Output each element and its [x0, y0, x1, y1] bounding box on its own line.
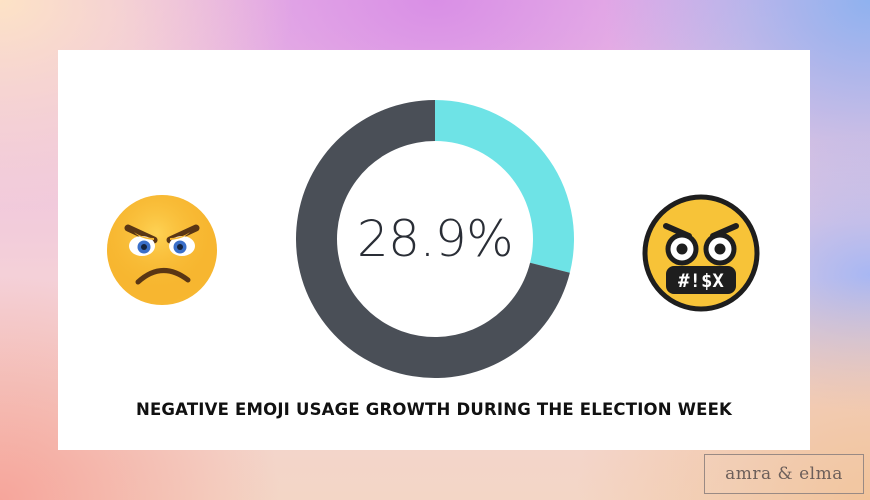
- donut-svg: [296, 100, 574, 378]
- face-with-symbols-on-mouth-icon: #!$X: [642, 194, 760, 312]
- brand-watermark: amra & elma: [704, 454, 864, 494]
- symbols-text: #!$X: [678, 270, 724, 292]
- chart-title: NEGATIVE EMOJI USAGE GROWTH DURING THE E…: [135, 400, 733, 419]
- angry-face-icon: [106, 194, 218, 306]
- donut-slice-rest: [296, 100, 570, 378]
- donut-slice-highlight: [435, 100, 574, 273]
- donut-chart: 28.9%: [296, 100, 574, 378]
- center-percentage-label: 28.9%: [356, 210, 514, 268]
